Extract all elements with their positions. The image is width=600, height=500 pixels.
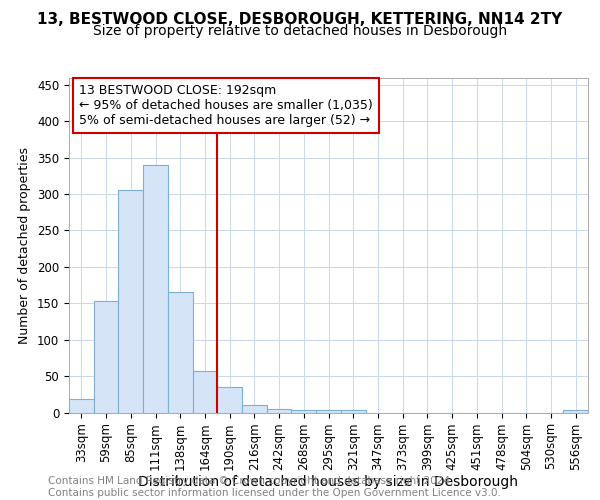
Y-axis label: Number of detached properties: Number of detached properties bbox=[19, 146, 31, 344]
Bar bbox=[341, 410, 365, 412]
Bar bbox=[69, 400, 94, 412]
Bar bbox=[94, 301, 118, 412]
Bar bbox=[217, 387, 242, 412]
Bar bbox=[118, 190, 143, 412]
X-axis label: Distribution of detached houses by size in Desborough: Distribution of detached houses by size … bbox=[139, 476, 518, 490]
Text: 13, BESTWOOD CLOSE, DESBOROUGH, KETTERING, NN14 2TY: 13, BESTWOOD CLOSE, DESBOROUGH, KETTERIN… bbox=[37, 12, 563, 28]
Bar bbox=[143, 165, 168, 412]
Bar bbox=[267, 409, 292, 412]
Bar bbox=[563, 410, 588, 412]
Bar bbox=[292, 410, 316, 412]
Bar bbox=[168, 292, 193, 412]
Bar bbox=[242, 405, 267, 412]
Bar bbox=[316, 410, 341, 412]
Text: 13 BESTWOOD CLOSE: 192sqm
← 95% of detached houses are smaller (1,035)
5% of sem: 13 BESTWOOD CLOSE: 192sqm ← 95% of detac… bbox=[79, 84, 373, 127]
Text: Size of property relative to detached houses in Desborough: Size of property relative to detached ho… bbox=[93, 24, 507, 38]
Text: Contains HM Land Registry data © Crown copyright and database right 2024.
Contai: Contains HM Land Registry data © Crown c… bbox=[48, 476, 501, 498]
Bar bbox=[193, 371, 217, 412]
